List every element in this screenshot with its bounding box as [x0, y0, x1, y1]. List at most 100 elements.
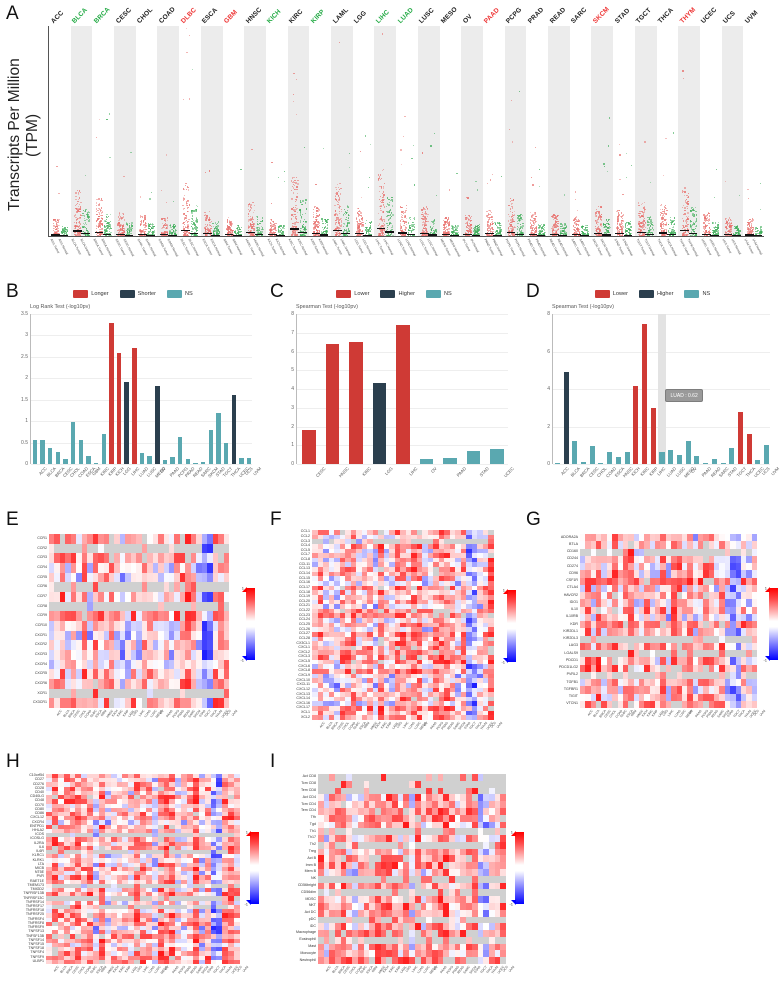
- panel-a-data-point: [143, 236, 144, 237]
- panel-a-data-point: [96, 137, 97, 138]
- panel-a-data-point: [252, 219, 253, 220]
- panel-a-data-point: [413, 236, 414, 237]
- panel-a-data-point: [172, 236, 173, 237]
- panel-a-data-point: [357, 236, 358, 237]
- panel-a-data-point: [371, 221, 372, 222]
- panel-a-data-point: [173, 236, 174, 237]
- panel-a-data-point: [162, 236, 163, 237]
- panel-a-data-point: [402, 236, 403, 237]
- panel-a-data-point: [284, 171, 285, 172]
- panel-a-data-point: [291, 208, 292, 209]
- panel-a-data-point: [127, 236, 128, 237]
- panel-a-data-point: [189, 35, 190, 36]
- panel-a-data-point: [231, 236, 232, 237]
- panel-a-data-point: [205, 224, 206, 225]
- panel-a-data-point: [403, 225, 404, 226]
- panel-a-data-point: [214, 236, 215, 237]
- panel-a-data-point: [338, 236, 339, 237]
- panel-a-data-point: [357, 236, 358, 237]
- panel-a-data-point: [120, 237, 121, 238]
- panel-a-data-point: [453, 236, 454, 237]
- panel-a-data-point: [75, 199, 76, 200]
- panel-a-data-point: [370, 144, 371, 145]
- panel-a-data-point: [79, 204, 80, 205]
- panel-a-data-point: [304, 236, 305, 237]
- panel-a-data-point: [240, 169, 241, 170]
- panel-a-data-point: [367, 229, 368, 230]
- panel-a-cancer-label: LGG: [353, 10, 368, 25]
- panel-a-data-point: [148, 236, 149, 237]
- panel-a-data-point: [77, 236, 78, 237]
- panel-a-data-point: [272, 221, 273, 222]
- panel-a-data-point: [383, 236, 384, 237]
- panel-a-data-point: [231, 226, 232, 227]
- panel-a-data-point: [108, 236, 109, 237]
- panel-a-data-point: [74, 236, 75, 237]
- panel-a-data-point: [128, 232, 129, 233]
- panel-a-data-point: [193, 235, 194, 236]
- panel-a-data-point: [186, 28, 187, 29]
- panel-a-data-point: [432, 236, 433, 237]
- panel-a-data-point: [436, 236, 437, 237]
- panel-a-data-point: [56, 236, 57, 237]
- panel-a-data-point: [302, 200, 303, 201]
- panel-a-data-point: [185, 185, 186, 186]
- panel-a-data-point: [446, 236, 447, 237]
- panel-a-data-point: [336, 219, 337, 220]
- panel-a-data-point: [370, 231, 371, 232]
- panel-a-data-point: [369, 228, 370, 229]
- panel-a-data-point: [102, 218, 103, 219]
- panel-a-data-point: [98, 236, 99, 237]
- panel-a-cancer-label: HNSC: [245, 6, 263, 25]
- panel-a-data-point: [144, 220, 145, 221]
- panel-a-data-point: [197, 221, 198, 222]
- panel-a-data-point: [239, 236, 240, 237]
- panel-a-data-point: [280, 236, 281, 237]
- panel-a-data-point: [327, 228, 328, 229]
- panel-a-data-point: [58, 230, 59, 231]
- panel-a-data-point: [457, 236, 458, 237]
- panel-a-data-point: [325, 223, 326, 224]
- panel-a-data-point: [187, 236, 188, 237]
- panel-a-data-point: [327, 232, 328, 233]
- panel-a-data-point: [230, 236, 231, 237]
- panel-a-data-point: [403, 136, 404, 137]
- panel-a-data-point: [257, 231, 258, 232]
- panel-a-data-point: [405, 229, 406, 230]
- panel-a-data-point: [109, 113, 110, 114]
- panel-a-data-point: [109, 236, 110, 237]
- panel-a-data-point: [195, 228, 196, 229]
- panel-a-data-point: [281, 229, 282, 230]
- panel-a-data-point: [271, 203, 272, 204]
- panel-a-data-point: [362, 230, 363, 231]
- panel-a-data-point: [362, 217, 363, 218]
- panel-a-data-point: [207, 236, 208, 237]
- panel-a-data-point: [448, 217, 449, 218]
- panel-a-data-point: [314, 236, 315, 237]
- panel-a-data-point: [448, 237, 449, 238]
- panel-a-data-point: [250, 236, 251, 237]
- panel-a-data-point: [96, 199, 97, 200]
- panel-a-data-point: [195, 209, 196, 210]
- panel-a-data-point: [144, 236, 145, 237]
- panel-a-data-point: [164, 236, 165, 237]
- panel-a-data-point: [362, 226, 363, 227]
- panel-a-data-point: [186, 189, 187, 190]
- panel-a-data-point: [237, 236, 238, 237]
- panel-a-data-point: [237, 236, 238, 237]
- panel-a-data-point: [101, 236, 102, 237]
- panel-a-data-point: [248, 236, 249, 237]
- panel-a-data-point: [171, 236, 172, 237]
- panel-a-data-point: [145, 236, 146, 237]
- panel-a-data-point: [76, 236, 77, 237]
- panel-a-data-point: [349, 236, 350, 237]
- panel-a-data-point: [343, 236, 344, 237]
- panel-a-data-point: [411, 226, 412, 227]
- panel-a-data-point: [388, 236, 389, 237]
- panel-a-data-point: [236, 236, 237, 237]
- panel-a-data-point: [446, 236, 447, 237]
- panel-a-data-point: [162, 236, 163, 237]
- panel-a-data-point: [382, 199, 383, 200]
- panel-a-cancer-label: LAML: [332, 7, 350, 25]
- panel-a-data-point: [228, 236, 229, 237]
